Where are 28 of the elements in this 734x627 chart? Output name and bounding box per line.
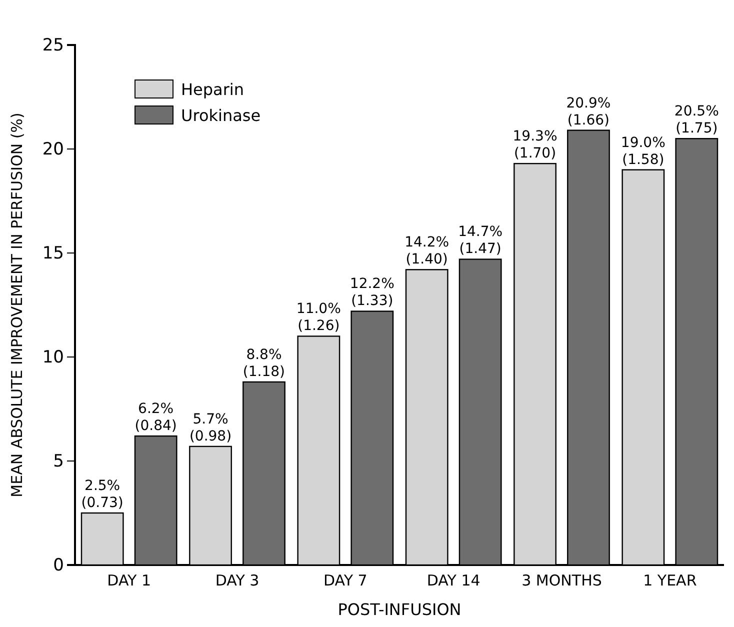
x-axis-title: POST-INFUSION xyxy=(338,600,462,619)
legend-label: Heparin xyxy=(181,80,244,99)
data-label: 11.0% (1.26) xyxy=(296,301,341,334)
x-tick-label: DAY 3 xyxy=(215,572,260,590)
data-label: 12.2% (1.33) xyxy=(350,276,394,310)
data-label: 20.9% (1.66) xyxy=(566,95,611,128)
data-label: 14.2% (1.40) xyxy=(404,234,450,268)
y-tick-label: 5 xyxy=(53,451,64,472)
y-tick-label: 20 xyxy=(42,139,64,160)
data-label: 8.8% (1.18) xyxy=(242,346,286,380)
y-tick-label: 25 xyxy=(42,35,64,56)
data-label: 19.0% (1.58) xyxy=(620,134,666,168)
data-label: 20.5% (1.75) xyxy=(674,104,719,137)
y-axis-title: MEAN ABSOLUTE IMPROVEMENT IN PERFUSION (%) xyxy=(8,112,26,498)
x-tick-label: DAY 1 xyxy=(107,572,152,590)
data-label: 6.2% (0.84) xyxy=(134,401,177,434)
data-label: 5.7% (0.98) xyxy=(189,411,232,444)
y-tick-label: 10 xyxy=(42,347,64,368)
x-tick-label: DAY 14 xyxy=(426,572,480,590)
data-label: 14.7% (1.47) xyxy=(458,224,503,258)
data-label: 19.3% (1.70) xyxy=(512,128,558,162)
x-tick-label: 1 YEAR xyxy=(643,572,697,590)
x-tick-label: DAY 7 xyxy=(323,572,368,590)
data-label: 2.5% (0.73) xyxy=(81,478,124,511)
y-tick-label: 0 xyxy=(53,555,64,576)
y-tick-label: 15 xyxy=(42,243,64,264)
legend-label: Urokinase xyxy=(181,106,261,125)
x-tick-label: 3 MONTHS xyxy=(522,572,602,590)
